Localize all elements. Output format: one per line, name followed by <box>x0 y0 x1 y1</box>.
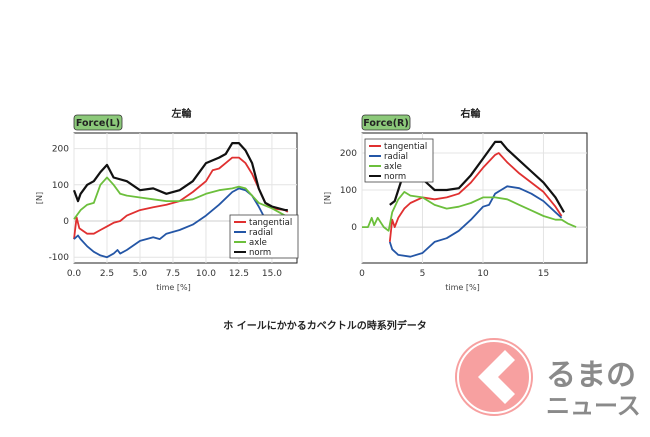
y-tick-label: 100 <box>340 186 357 196</box>
series-line-tangential <box>388 152 563 242</box>
chart-title: 左輪 <box>171 107 193 120</box>
x-axis-label: time [%] <box>445 283 479 292</box>
y-tick-label: 100 <box>52 181 69 191</box>
legend-label-norm: norm <box>384 172 406 182</box>
legend-label-tangential: tangential <box>249 218 292 228</box>
force-badge-label: Force(L) <box>76 118 120 129</box>
y-tick-label: 200 <box>340 149 357 159</box>
logo-text-line2: ニュース <box>546 392 641 420</box>
logo-text-line1: るまの <box>546 358 636 393</box>
x-tick-label: 0 <box>359 269 365 279</box>
y-axis-label: [N] <box>35 192 44 204</box>
legend-label-radial: radial <box>249 228 273 238</box>
series-line-axle <box>362 191 577 232</box>
y-axis-label: [N] <box>323 192 332 204</box>
force-badge-label: Force(R) <box>363 118 408 129</box>
x-tick-label: 7.5 <box>166 269 180 279</box>
force-badge <box>361 114 411 131</box>
x-tick-label: 10.0 <box>196 269 216 279</box>
series-line-norm <box>72 142 288 212</box>
y-tick-label: 200 <box>52 145 69 155</box>
figure-caption: ホ イールにかかるカベクトルの時系列データ <box>223 319 426 332</box>
series-line-axle <box>73 176 289 220</box>
force-badge <box>73 114 123 131</box>
x-tick-label: 15.0 <box>262 269 282 279</box>
series-line-radial <box>73 187 267 259</box>
y-tick-label: 0 <box>351 223 357 233</box>
x-tick-label: 0.0 <box>67 269 82 279</box>
kurumano-news-logo: るまの ニュース <box>455 338 641 420</box>
x-tick-label: 2.5 <box>100 269 114 279</box>
legend-label-axle: axle <box>249 238 267 248</box>
x-tick-label: 10 <box>477 269 489 279</box>
series-line-radial <box>388 185 563 258</box>
x-axis-label: time [%] <box>156 283 190 292</box>
chart-left-wheel: 0.0 2.5 5.0 7.5 10.0 12.5 15.0 -100 0 100 200 tange… <box>35 107 299 292</box>
x-tick-label: 5 <box>420 269 426 279</box>
series-line-tangential <box>73 156 289 240</box>
x-tick-label: 15 <box>538 269 549 279</box>
x-tick-label: 12.5 <box>229 269 249 279</box>
logo-chevron-icon <box>478 350 515 404</box>
legend-label-tangential: tangential <box>384 142 427 152</box>
legend-label-norm: norm <box>249 248 271 258</box>
x-tick-label: 5.0 <box>133 269 148 279</box>
legend-label-axle: axle <box>384 162 402 172</box>
y-tick-label: -100 <box>49 253 70 263</box>
chart-title: 右輪 <box>460 107 482 120</box>
y-tick-label: 0 <box>63 217 69 227</box>
legend-label-radial: radial <box>384 152 408 162</box>
